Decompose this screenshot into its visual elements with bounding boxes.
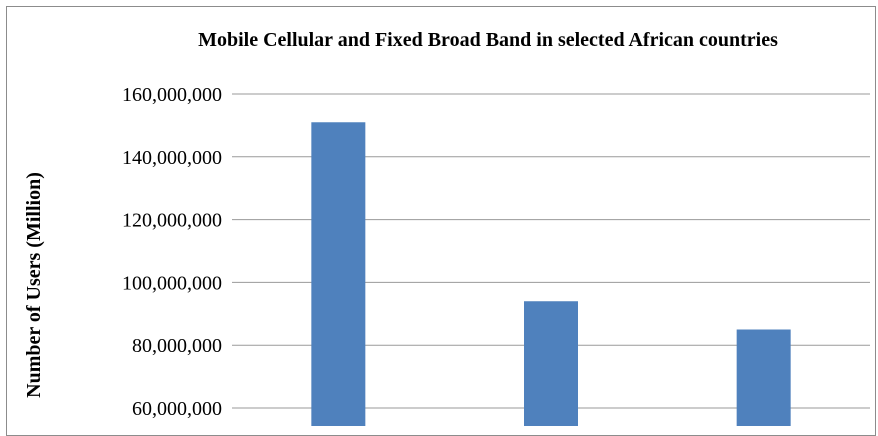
bar	[524, 301, 578, 426]
chart-frame	[6, 6, 876, 436]
y-tick-label: 140,000,000	[122, 147, 222, 169]
chart-title: Mobile Cellular and Fixed Broad Band in …	[198, 29, 778, 51]
y-tick-label: 80,000,000	[132, 335, 222, 357]
y-tick-labels: 160,000,000 140,000,000 120,000,000 100,000…	[122, 84, 222, 420]
y-tick-label: 120,000,000	[122, 210, 222, 232]
bars	[311, 122, 791, 426]
y-axis-label: Number of Users (Million)	[23, 172, 45, 398]
y-tick-label: 160,000,000	[122, 84, 222, 106]
y-tick-label: 60,000,000	[132, 398, 222, 420]
bar	[311, 122, 366, 426]
bar-chart: Mobile Cellular and Fixed Broad Band in …	[23, 29, 870, 426]
y-tick-label: 100,000,000	[122, 272, 222, 294]
bar	[736, 329, 791, 426]
